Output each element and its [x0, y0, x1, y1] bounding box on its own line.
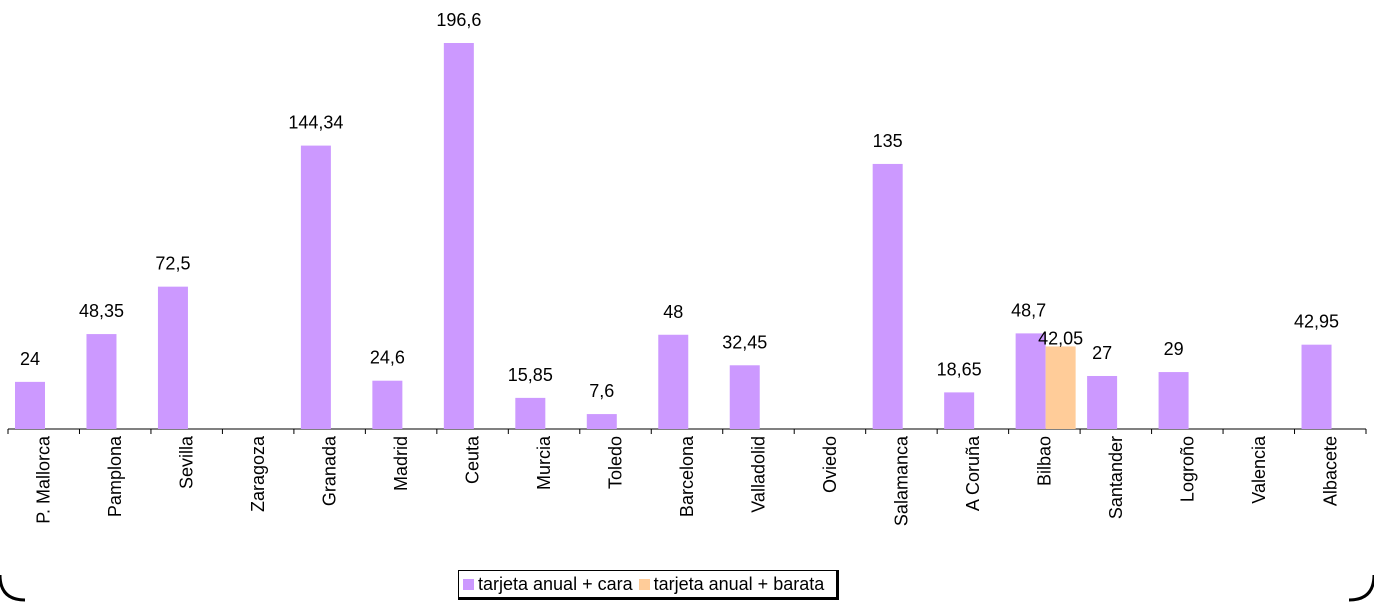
category-label: Ceuta — [463, 435, 483, 484]
data-label: 29 — [1164, 339, 1184, 359]
bar-cara-13 — [944, 392, 975, 429]
bar-cara-0 — [15, 381, 45, 429]
category-labels: P. Mallorca Pamplona Sevilla Zaragoza Granad… — [34, 435, 1341, 526]
bar-cara-7 — [515, 397, 546, 429]
bar-cara-2 — [157, 286, 188, 429]
legend-item-series-2: tarjeta anual + barata — [638, 573, 825, 595]
legend-swatch-series-1 — [463, 578, 474, 590]
data-label: 48 — [663, 302, 683, 322]
category-label: P. Mallorca — [34, 435, 54, 524]
data-label: 135 — [873, 131, 903, 151]
data-label: 32,45 — [722, 332, 767, 352]
legend-item-series-1: tarjeta anual + cara — [463, 574, 633, 595]
legend-swatch-series-2 — [638, 578, 650, 590]
data-label: 15,85 — [508, 365, 553, 385]
data-label: 24,6 — [370, 348, 405, 368]
legend-label-series-2: tarjeta anual + barata — [653, 573, 825, 594]
category-label: A Coruña — [963, 435, 983, 511]
data-label: 27 — [1092, 343, 1112, 363]
data-label: 42,05 — [1038, 328, 1083, 348]
bar-barata-14 — [1045, 346, 1076, 429]
data-labels: 24 48,35 72,5 144,34 24,6 196,6 15,85 7,6 48 32,4… — [20, 10, 1339, 401]
data-label: 18,65 — [937, 359, 982, 379]
data-label: 48,7 — [1011, 300, 1046, 320]
category-label: Logroño — [1177, 436, 1197, 502]
category-label: Valladolid — [748, 436, 768, 513]
bar-cara-6 — [443, 43, 474, 429]
bar-cara-4 — [300, 145, 331, 429]
category-label: Sevilla — [177, 435, 197, 489]
category-label: Oviedo — [820, 436, 840, 493]
data-label: 42,95 — [1294, 312, 1339, 332]
x-axis-ticks — [7, 429, 1367, 434]
data-label: 144,34 — [288, 113, 343, 133]
category-label: Pamplona — [105, 435, 125, 517]
bar-cara-9 — [658, 334, 689, 429]
category-label: Valencia — [1249, 435, 1269, 504]
category-label: Salamanca — [891, 435, 911, 526]
bar-cara-15 — [1087, 375, 1118, 429]
category-label: Madrid — [391, 436, 411, 491]
category-label: Bilbao — [1034, 436, 1054, 486]
legend-label-series-1: tarjeta anual + cara — [478, 573, 633, 594]
category-label: Murcia — [534, 435, 554, 490]
bar-cara-8 — [586, 414, 617, 429]
category-label: Barcelona — [677, 435, 697, 517]
data-label: 7,6 — [589, 381, 614, 401]
bar-cara-16 — [1158, 372, 1189, 429]
legend: tarjeta anual + cara tarjeta anual + bar… — [458, 570, 840, 600]
data-label: 196,6 — [436, 10, 481, 30]
category-label: Granada — [320, 435, 340, 506]
bar-cara-14 — [1015, 333, 1046, 429]
category-label: Santander — [1106, 436, 1126, 519]
bar-cara-5 — [372, 380, 403, 429]
category-label: Albacete — [1320, 436, 1340, 506]
category-label: Toledo — [606, 436, 626, 489]
data-label: 72,5 — [155, 254, 190, 274]
bar-cara-1 — [86, 334, 117, 429]
bar-cara-12 — [872, 163, 903, 430]
category-label: Zaragoza — [248, 435, 268, 512]
bar-cara-18 — [1301, 344, 1332, 429]
data-label: 48,35 — [79, 301, 124, 321]
bar-cara-10 — [729, 365, 760, 429]
data-label: 24 — [20, 349, 40, 369]
bars — [15, 43, 1332, 430]
